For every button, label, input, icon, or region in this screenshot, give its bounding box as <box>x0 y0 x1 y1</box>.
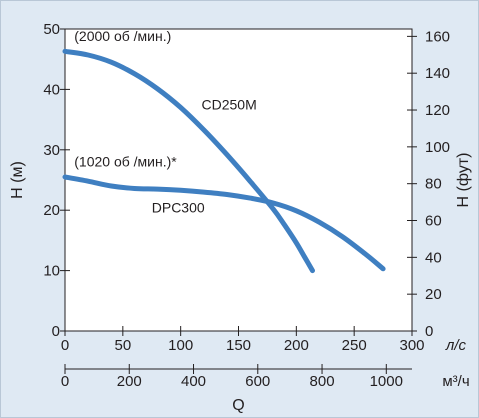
y-right-tick-label: 80 <box>425 176 442 193</box>
x-primary-tick-label: 0 <box>61 337 69 354</box>
x-secondary-tick-label: 200 <box>117 373 142 390</box>
y-left-tick-label: 40 <box>43 81 60 98</box>
x-secondary-tick-label: 800 <box>310 373 335 390</box>
y-left-tick-label: 0 <box>52 323 60 340</box>
x-secondary-tick-label: 0 <box>61 373 69 390</box>
x-primary-tick-label: 300 <box>399 337 424 354</box>
x-primary-tick-label: 50 <box>114 337 131 354</box>
y-right-tick-label: 160 <box>425 28 450 45</box>
x-primary-tick-label: 200 <box>284 337 309 354</box>
x-axis-title: Q <box>232 397 244 414</box>
y-left-tick-label: 30 <box>43 142 60 159</box>
x-secondary-tick-label: 1000 <box>370 373 403 390</box>
x-primary-unit: л/с <box>445 337 467 354</box>
y-right-tick-label: 40 <box>425 249 442 266</box>
y-left-tick-label: 10 <box>43 263 60 280</box>
annotation-speed_a: (2000 об /мин.) <box>74 28 171 44</box>
y-right-tick-label: 140 <box>425 65 450 82</box>
y-right-tick-label: 120 <box>425 102 450 119</box>
annotation-label_dpc: DPC300 <box>152 200 205 216</box>
y-right-axis-title: H (фут) <box>455 153 472 208</box>
y-left-axis-title: H (м) <box>9 161 26 199</box>
y-right-tick-label: 100 <box>425 139 450 156</box>
annotation-speed_b: (1020 об /мин.)* <box>74 154 177 170</box>
x-secondary-tick-label: 400 <box>181 373 206 390</box>
series-line-cd250m <box>62 48 315 274</box>
series-line-dpc300 <box>62 174 386 272</box>
annotation-label_cd: CD250M <box>201 96 256 112</box>
x-secondary-unit: м³/ч <box>442 373 469 390</box>
y-left-tick-label: 20 <box>43 202 60 219</box>
y-left-tick-label: 50 <box>43 21 60 38</box>
y-right-tick-label: 0 <box>425 323 433 340</box>
y-right-tick-label: 20 <box>425 286 442 303</box>
y-right-tick-label: 60 <box>425 213 442 230</box>
x-primary-tick-label: 250 <box>342 337 367 354</box>
x-secondary-tick-label: 600 <box>245 373 270 390</box>
plot-area <box>64 28 413 332</box>
x-primary-tick-label: 100 <box>168 337 193 354</box>
x-primary-tick-label: 150 <box>226 337 251 354</box>
